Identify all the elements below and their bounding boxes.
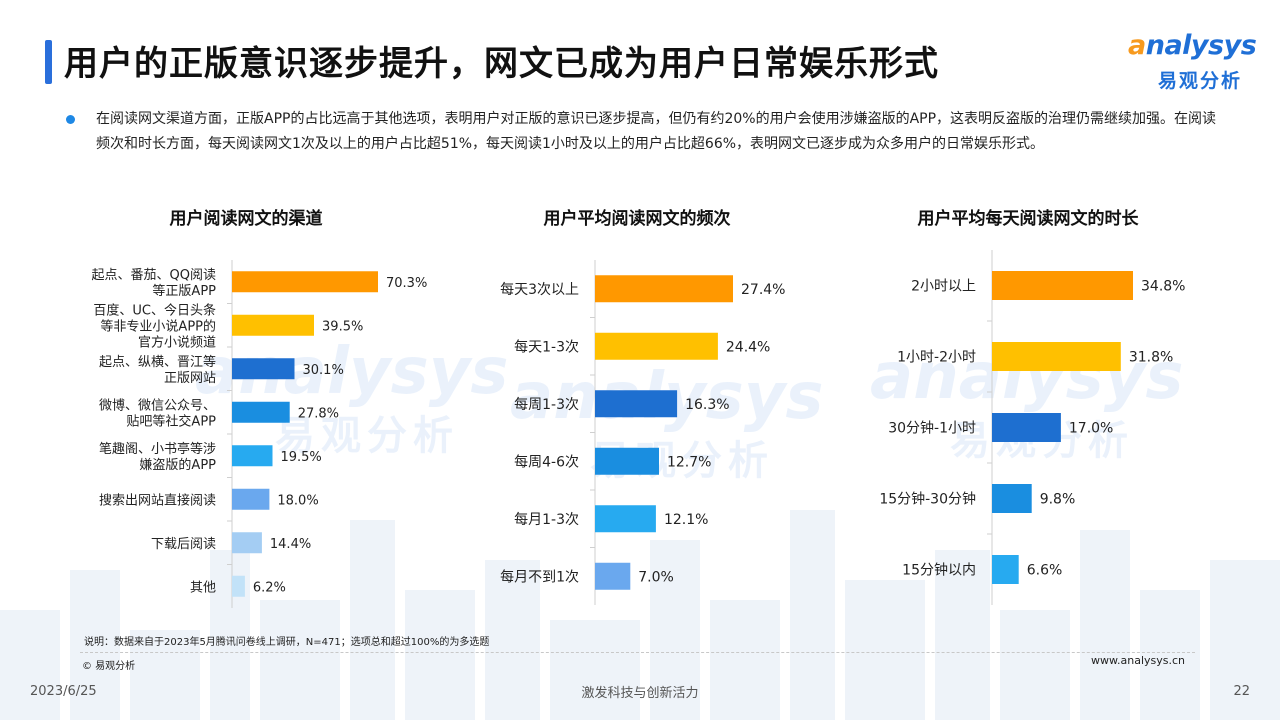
bar	[232, 401, 290, 423]
category-label: 每周4-6次	[514, 454, 579, 470]
data-label: 27.4%	[741, 282, 785, 298]
category-label: 嫌盗版的APP	[139, 457, 216, 473]
data-label: 7.0%	[638, 569, 674, 585]
category-label: 起点、番茄、QQ阅读	[92, 268, 216, 283]
bar	[992, 271, 1133, 300]
category-label: 每月不到1次	[500, 569, 579, 585]
category-label: 15分钟以内	[902, 562, 976, 579]
analysys-logo: analysys 易观分析	[1128, 30, 1258, 96]
bar	[595, 447, 659, 475]
category-label: 15分钟-30分钟	[879, 491, 976, 508]
category-label: 1小时-2小时	[897, 350, 976, 366]
bar	[595, 275, 733, 303]
data-label: 12.1%	[664, 512, 708, 528]
category-label: 每天3次以上	[500, 282, 579, 298]
category-label: 搜索出网站直接阅读	[99, 492, 216, 508]
chart-title-channels: 用户阅读网文的渠道	[169, 209, 323, 229]
duration-bar-chart: 34.8% 2小时以上 31.8% 1小时-2小时 17.0% 30分钟-1小时 9.8% 1…	[879, 250, 1185, 605]
category-label: 微博、微信公众号、	[99, 398, 216, 413]
category-label: 正版网站	[164, 371, 216, 386]
data-label: 24.4%	[726, 339, 770, 355]
category-label: 百度、UC、今日头条	[93, 302, 216, 318]
bar	[992, 342, 1121, 371]
bar	[595, 505, 656, 533]
category-label: 等正版APP	[152, 283, 216, 299]
logo-wordmark: analysys	[1128, 30, 1257, 61]
category-label: 其他	[190, 580, 216, 595]
data-label: 18.0%	[277, 493, 318, 508]
data-label: 27.8%	[298, 406, 339, 421]
bar	[232, 532, 262, 554]
category-label: 笔趣阁、小书亭等涉	[99, 441, 216, 457]
category-label: 下载后阅读	[151, 537, 216, 552]
data-label: 16.3%	[685, 397, 729, 413]
data-label: 30.1%	[303, 363, 344, 378]
data-label: 39.5%	[322, 319, 363, 334]
slogan: 激发科技与创新活力	[581, 686, 699, 701]
report-date: 2023/6/25	[30, 684, 97, 699]
website-url: www.analysys.cn	[1091, 654, 1185, 667]
chart-title-duration: 用户平均每天阅读网文的时长	[917, 209, 1139, 229]
logo-chinese-name: 易观分析	[1158, 70, 1243, 92]
category-label: 每月1-3次	[514, 512, 579, 528]
chart-title-frequency: 用户平均阅读网文的频次	[543, 209, 731, 229]
title-accent-bar	[45, 40, 52, 84]
data-label: 12.7%	[667, 454, 711, 470]
bar	[595, 332, 718, 360]
data-label: 6.2%	[253, 580, 286, 595]
bar	[232, 488, 270, 510]
data-label: 19.5%	[280, 450, 321, 465]
bar	[232, 575, 245, 597]
category-label: 起点、纵横、晋江等	[99, 354, 216, 370]
bar	[595, 562, 631, 590]
category-label: 官方小说频道	[138, 334, 216, 350]
summary-paragraph: 在阅读网文渠道方面，正版APP的占比远高于其他选项，表明用户对正版的意识已逐步提…	[66, 107, 1226, 157]
data-label: 9.8%	[1040, 492, 1076, 508]
copyright: © 易观分析	[82, 661, 136, 672]
category-label: 2小时以上	[911, 279, 976, 295]
data-label: 34.8%	[1141, 279, 1185, 295]
bullet-dot-icon	[66, 115, 75, 124]
bar	[992, 555, 1019, 584]
frequency-bar-chart: 27.4% 每天3次以上 24.4% 每天1-3次 16.3% 每周1-3次 12.7% 每周…	[500, 260, 785, 605]
data-label: 31.8%	[1129, 350, 1173, 366]
data-label: 14.4%	[270, 537, 311, 552]
category-label: 等非专业小说APP的	[100, 318, 216, 334]
data-label: 70.3%	[386, 276, 427, 291]
data-label: 6.6%	[1027, 563, 1063, 579]
footnote: 说明：数据来自于2023年5月腾讯问卷线上调研，N=471；选项总和超过100%…	[84, 637, 490, 648]
category-label: 每周1-3次	[514, 397, 579, 413]
bar	[992, 484, 1032, 513]
bar	[232, 445, 273, 467]
bar	[232, 358, 295, 380]
summary-text: 在阅读网文渠道方面，正版APP的占比远高于其他选项，表明用户对正版的意识已逐步提…	[96, 111, 1217, 152]
footer-divider	[80, 652, 1195, 653]
category-label: 贴吧等社交APP	[126, 413, 216, 429]
data-label: 17.0%	[1069, 421, 1113, 437]
bar	[595, 390, 678, 418]
bar	[232, 314, 314, 336]
page-title: 用户的正版意识逐步提升，网文已成为用户日常娱乐形式	[64, 44, 939, 84]
category-label: 30分钟-1小时	[888, 420, 976, 437]
page-number: 22	[1233, 684, 1250, 699]
bar	[992, 413, 1061, 442]
bar	[232, 271, 378, 293]
category-label: 每天1-3次	[514, 339, 579, 355]
